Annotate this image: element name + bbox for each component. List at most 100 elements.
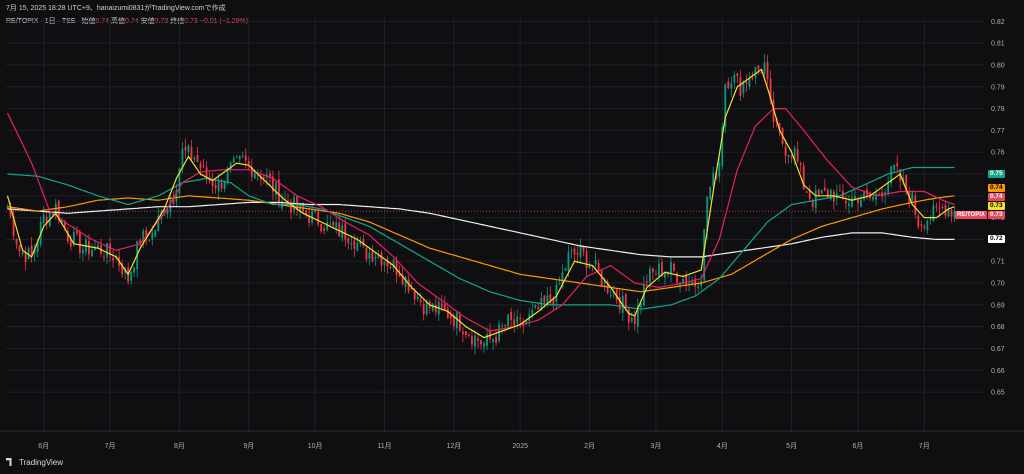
candle-body-227 bbox=[691, 281, 694, 285]
candle-body-150 bbox=[458, 314, 461, 331]
y-tick-label-0: 0.82 bbox=[991, 19, 1005, 26]
candle-body-151 bbox=[462, 331, 464, 335]
candle-body-170 bbox=[519, 318, 522, 320]
y-tick-label-15: 0.67 bbox=[991, 346, 1005, 353]
candle-body-17 bbox=[57, 200, 60, 221]
candle-body-232 bbox=[706, 196, 709, 232]
candle-body-132 bbox=[404, 276, 407, 287]
candle-body-78 bbox=[241, 156, 244, 158]
ma-yellow-line bbox=[6, 68, 955, 339]
candle-body-223 bbox=[679, 283, 681, 286]
candle-body-103 bbox=[317, 211, 320, 225]
candle-body-60 bbox=[187, 145, 190, 153]
candle-body-228 bbox=[694, 278, 697, 287]
candle-body-138 bbox=[422, 303, 425, 315]
candle-body-124 bbox=[380, 252, 383, 266]
x-tick-label-6: 12月 bbox=[446, 442, 461, 450]
candle-body-119 bbox=[365, 248, 368, 260]
y-tick-label-3: 0.79 bbox=[991, 84, 1005, 91]
candle-body-55 bbox=[172, 199, 175, 204]
candle-body-212 bbox=[645, 280, 648, 283]
candle-body-243 bbox=[739, 76, 742, 97]
candle-body-238 bbox=[724, 84, 727, 127]
candle-body-279 bbox=[848, 203, 850, 207]
candle-body-307 bbox=[932, 205, 935, 221]
candle-body-41 bbox=[130, 271, 133, 281]
time-axis[interactable]: 6月 7月 8月 9月 10月 11月 12月 2025 2月 3月 4月 5月 6月 7月 bbox=[38, 442, 930, 450]
candle-body-222 bbox=[676, 273, 678, 283]
candle-body-59 bbox=[184, 146, 187, 151]
candle-body-259 bbox=[787, 154, 790, 157]
candle-body-247 bbox=[751, 78, 754, 80]
candle-body-200 bbox=[609, 295, 612, 297]
x-tick-label-8: 2月 bbox=[584, 442, 595, 450]
x-tick-label-3: 9月 bbox=[243, 442, 254, 450]
candle-body-217 bbox=[661, 262, 663, 277]
candle-body-226 bbox=[688, 282, 690, 284]
candle-body-73 bbox=[226, 168, 229, 184]
candle-body-186 bbox=[567, 251, 570, 271]
candle-body-38 bbox=[121, 263, 124, 275]
candle-body-153 bbox=[468, 334, 470, 336]
candle-body-9 bbox=[33, 248, 36, 254]
footer-brand[interactable]: TradingView bbox=[6, 458, 63, 467]
candle-body-216 bbox=[658, 263, 660, 277]
candle-body-89 bbox=[275, 182, 277, 195]
candle-body-237 bbox=[721, 127, 724, 167]
candle-body-287 bbox=[872, 196, 874, 200]
candle-body-167 bbox=[510, 311, 513, 320]
candle-body-116 bbox=[356, 243, 359, 251]
candle-body-42 bbox=[133, 267, 136, 273]
candle-body-120 bbox=[368, 252, 371, 259]
x-tick-label-10: 4月 bbox=[717, 442, 728, 450]
candlesticks bbox=[6, 53, 956, 355]
candle-body-258 bbox=[784, 146, 787, 156]
candle-body-250 bbox=[760, 72, 763, 74]
candle-body-215 bbox=[655, 274, 657, 276]
candle-body-107 bbox=[329, 223, 332, 225]
y-tick-label-16: 0.66 bbox=[991, 368, 1005, 375]
candle-body-131 bbox=[401, 274, 404, 285]
candle-body-189 bbox=[576, 253, 579, 255]
candle-body-5 bbox=[21, 251, 24, 255]
candle-body-112 bbox=[344, 223, 347, 240]
candle-body-248 bbox=[754, 66, 757, 78]
price-badge-4: 0.73 bbox=[988, 211, 1005, 220]
candle-body-128 bbox=[392, 259, 395, 268]
candle-body-114 bbox=[350, 243, 353, 245]
candle-body-229 bbox=[697, 286, 700, 288]
ma-pink-line bbox=[6, 108, 955, 332]
candle-body-245 bbox=[745, 81, 748, 84]
candle-body-101 bbox=[311, 210, 314, 223]
candle-body-177 bbox=[540, 297, 543, 311]
candle-body-77 bbox=[238, 156, 241, 160]
candle-body-185 bbox=[564, 268, 567, 271]
candle-body-174 bbox=[531, 310, 534, 317]
candle-body-135 bbox=[413, 290, 416, 300]
candle-body-139 bbox=[425, 300, 428, 315]
candle-body-92 bbox=[284, 198, 286, 200]
candle-body-144 bbox=[440, 303, 443, 308]
candle-body-148 bbox=[452, 315, 455, 327]
candle-body-239 bbox=[727, 81, 730, 89]
candle-body-20 bbox=[66, 230, 69, 242]
chart-header: 7月 15, 2025 18:28 UTC+9、hanaizumi0831がTr… bbox=[6, 5, 226, 12]
candle-body-193 bbox=[588, 264, 591, 269]
x-tick-label-5: 11月 bbox=[377, 442, 391, 450]
candle-body-108 bbox=[332, 221, 335, 226]
candle-body-196 bbox=[597, 263, 600, 272]
candle-body-262 bbox=[796, 148, 799, 162]
candle-body-12 bbox=[42, 214, 45, 224]
candle-body-272 bbox=[826, 189, 829, 198]
candle-body-188 bbox=[573, 248, 576, 255]
candle-body-178 bbox=[543, 295, 546, 303]
candle-body-273 bbox=[829, 189, 832, 200]
candle-body-264 bbox=[802, 165, 805, 190]
y-tick-label-12: 0.70 bbox=[991, 281, 1005, 288]
x-tick-label-9: 3月 bbox=[650, 442, 661, 450]
candle-body-242 bbox=[736, 73, 739, 77]
candle-body-192 bbox=[585, 251, 588, 268]
candle-body-310 bbox=[941, 206, 944, 209]
candle-body-142 bbox=[434, 304, 437, 313]
